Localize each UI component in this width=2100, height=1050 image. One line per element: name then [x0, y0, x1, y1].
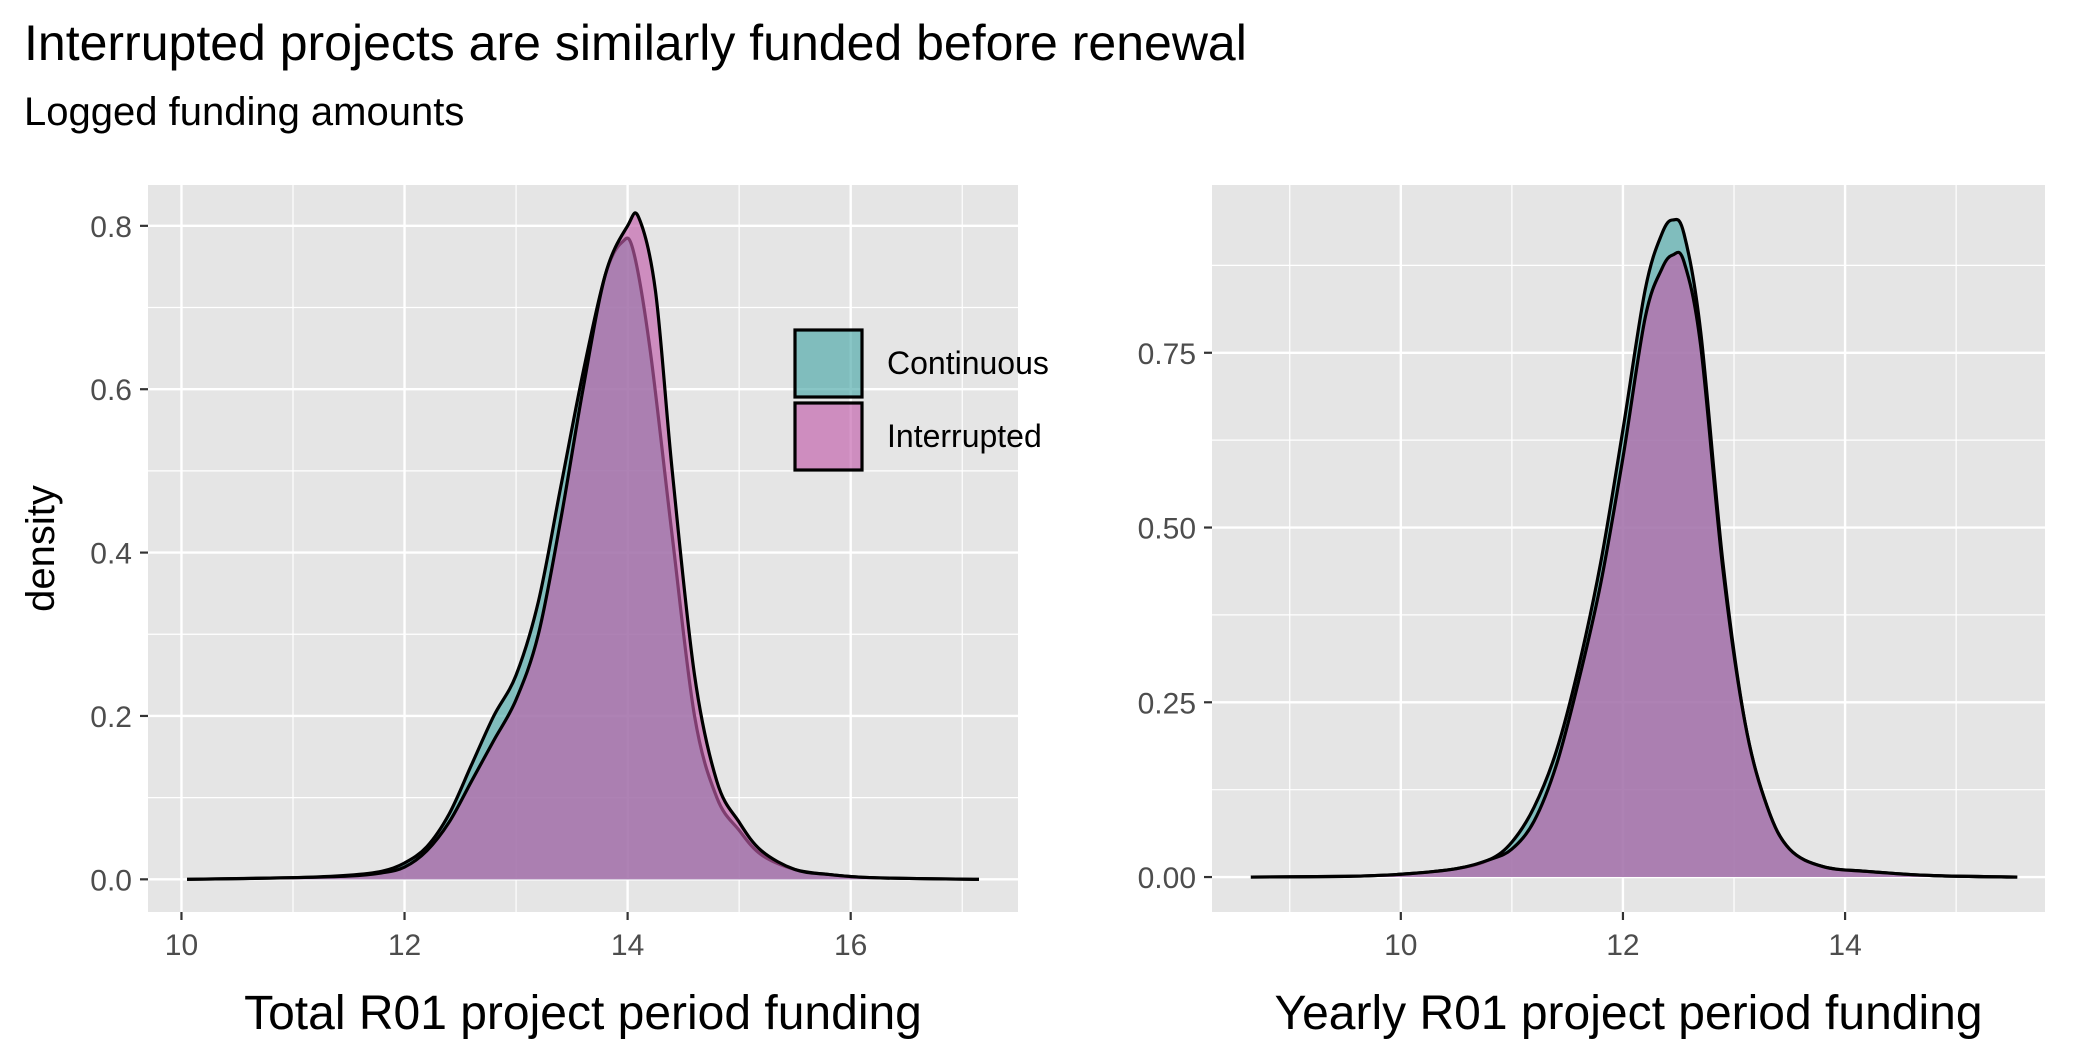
legend-swatch-continuous	[793, 328, 864, 399]
y-tick-label: 0.00	[1138, 862, 1196, 895]
legend: Continuous Interrupted	[793, 328, 1049, 472]
y-tick-label: 0.8	[90, 211, 132, 244]
x-tick-label: 14	[611, 929, 644, 962]
chart-subtitle: Logged funding amounts	[24, 90, 465, 134]
x-tick-label: 10	[165, 929, 198, 962]
x-tick-label: 16	[834, 929, 867, 962]
y-tick-label: 0.0	[90, 864, 132, 897]
legend-label-continuous: Continuous	[887, 345, 1049, 381]
y-tick-label: 0.75	[1138, 338, 1196, 371]
legend-label-interrupted: Interrupted	[887, 418, 1042, 454]
panel-1: 0.0 0.2 0.4 0.6 0.8 10 12 14 16 Total R01 project…	[19, 185, 1018, 1040]
y-tick-label: 0.2	[90, 701, 132, 734]
x-axis-title: Total R01 project period funding	[244, 987, 922, 1040]
density-line-interrupted	[1250, 250, 2018, 879]
x-tick-label: 14	[1828, 929, 1861, 962]
density-area-interrupted	[1250, 252, 2018, 878]
y-tick-label: 0.4	[90, 538, 132, 571]
density-line-interrupted	[187, 211, 979, 881]
density-area-interrupted	[187, 212, 979, 880]
x-tick-label: 10	[1384, 929, 1417, 962]
y-axis-title: density	[19, 485, 63, 612]
x-tick-label: 12	[388, 929, 421, 962]
legend-swatch-interrupted	[793, 401, 864, 472]
chart-title: Interrupted projects are similarly funde…	[24, 15, 1247, 71]
x-axis-title: Yearly R01 project period funding	[1274, 987, 1982, 1040]
panel-2: 0.00 0.25 0.50 0.75 10 12 14 Yearly R01 project…	[1138, 185, 2045, 1040]
y-tick-label: 0.25	[1138, 687, 1196, 720]
x-tick-label: 12	[1606, 929, 1639, 962]
y-tick-label: 0.6	[90, 374, 132, 407]
y-tick-label: 0.50	[1138, 513, 1196, 546]
